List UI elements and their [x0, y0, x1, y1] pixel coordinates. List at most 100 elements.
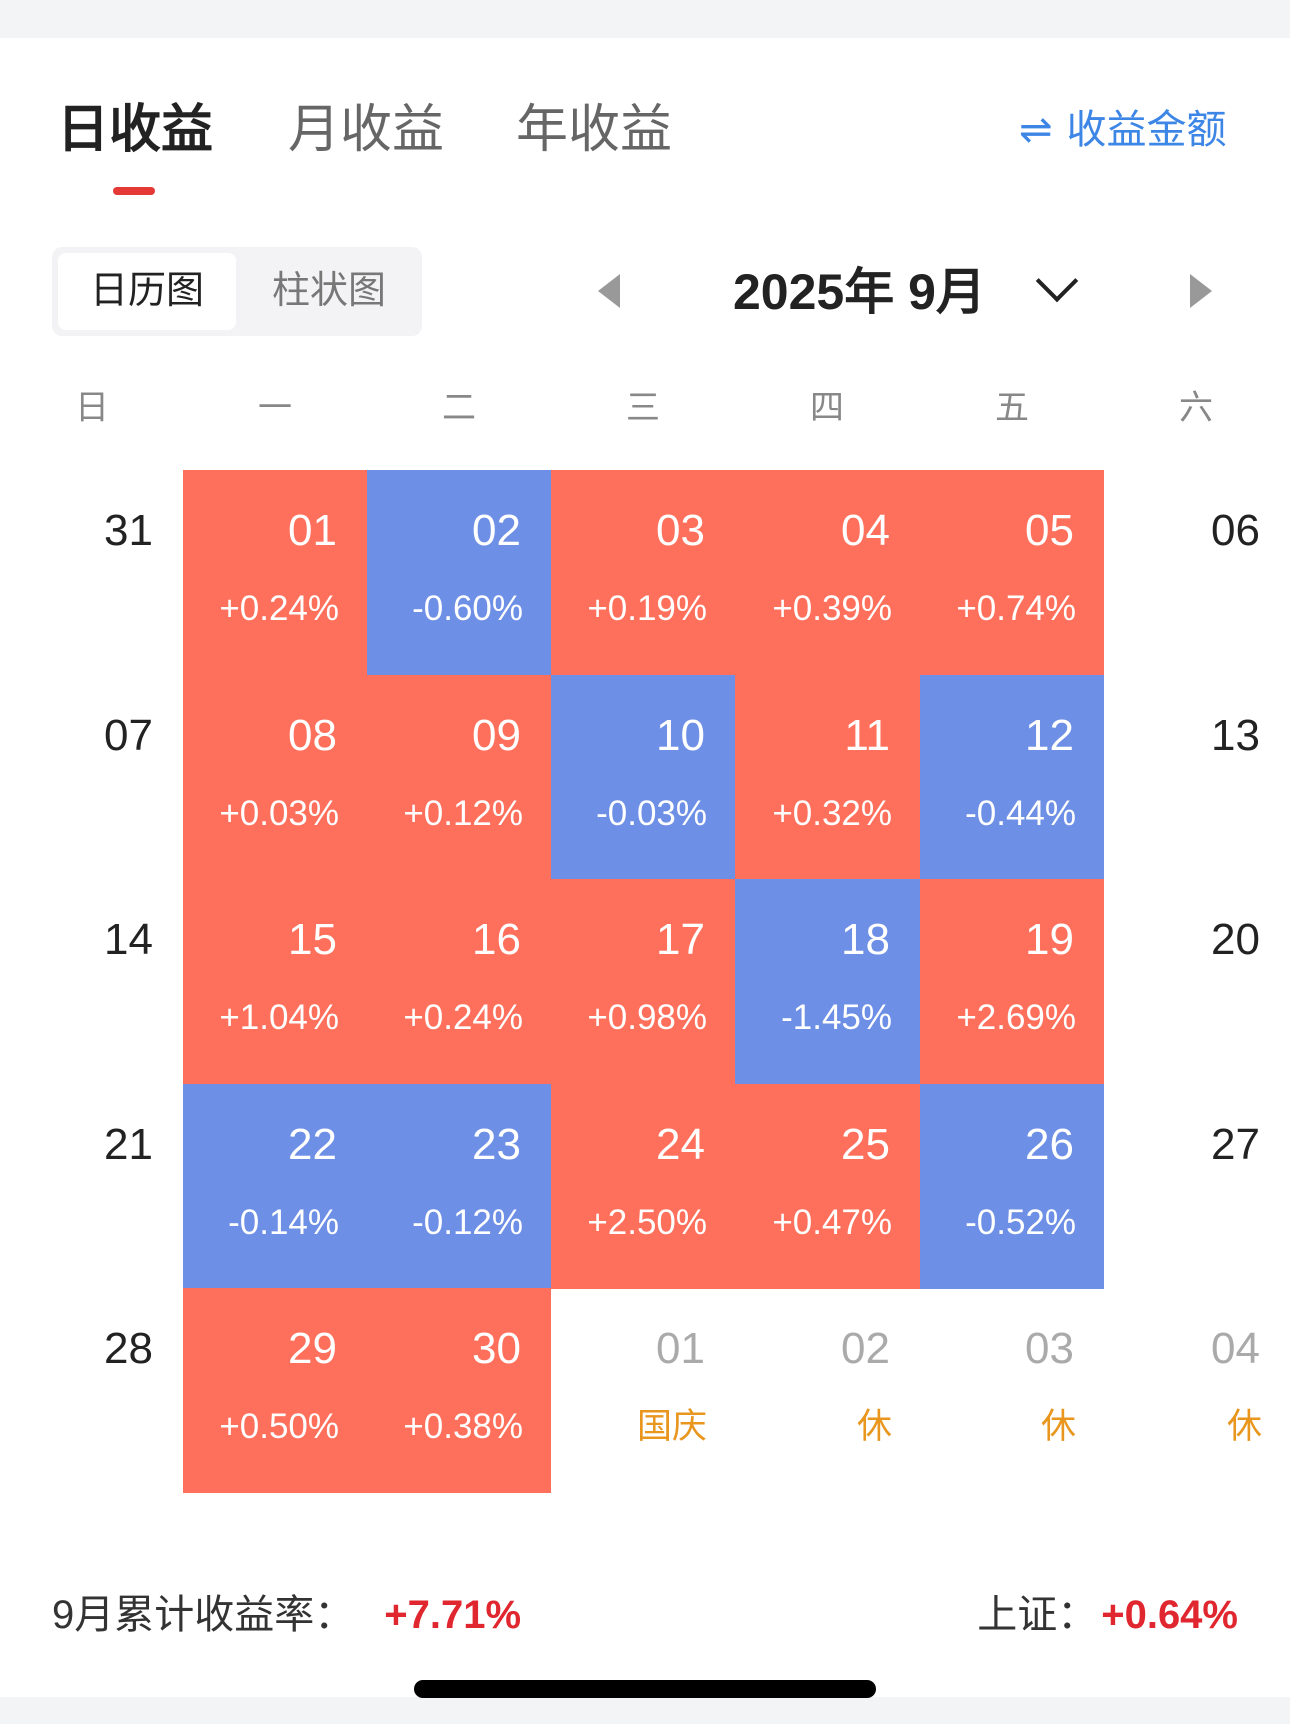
calendar-day-cell[interactable]: 21	[0, 1084, 183, 1289]
switch-link-label: 收益金额	[1066, 108, 1227, 152]
status-bar-area	[0, 0, 1290, 38]
daily-return: +0.24%	[219, 589, 339, 628]
day-number: 05	[1025, 506, 1074, 555]
daily-return: +0.50%	[219, 1407, 339, 1447]
next-month-icon[interactable]	[1190, 274, 1212, 308]
switch-to-amount-button[interactable]: ⇌ 收益金额	[1019, 104, 1227, 156]
active-tab-indicator	[113, 187, 155, 195]
daily-return: -0.44%	[965, 793, 1076, 833]
day-number: 01	[288, 506, 337, 555]
daily-return: +2.69%	[956, 998, 1076, 1038]
calendar-day-cell[interactable]: 11 +0.32%	[735, 674, 920, 880]
chevron-down-icon[interactable]	[1035, 259, 1079, 303]
calendar-day-cell[interactable]: 24 +2.50%	[551, 1083, 735, 1289]
day-number: 13	[1211, 710, 1260, 760]
day-number: 12	[1025, 710, 1074, 760]
calendar-day-cell[interactable]: 10 -0.03%	[551, 674, 735, 880]
calendar-day-cell[interactable]: 30 +0.38%	[367, 1288, 551, 1494]
day-number: 29	[288, 1324, 337, 1374]
calendar-day-cell[interactable]: 03 休	[920, 1288, 1104, 1493]
calendar-day-cell[interactable]: 22 -0.14%	[183, 1083, 367, 1289]
calendar-day-cell[interactable]: 07	[0, 675, 183, 880]
calendar-day-cell[interactable]: 19 +2.69%	[920, 879, 1104, 1085]
daily-return: +0.32%	[772, 793, 892, 833]
day-number: 04	[841, 506, 890, 555]
calendar-day-cell[interactable]: 28	[0, 1288, 183, 1493]
daily-return: -0.60%	[412, 589, 523, 628]
day-number: 14	[104, 915, 153, 965]
calendar-day-cell[interactable]: 04 休	[1104, 1288, 1290, 1493]
day-number: 17	[656, 915, 705, 965]
calendar-day-cell[interactable]: 29 +0.50%	[183, 1288, 367, 1494]
calendar-day-cell[interactable]: 08 +0.03%	[183, 674, 367, 880]
daily-return: -0.14%	[228, 1202, 339, 1242]
calendar-day-cell[interactable]: 01 国庆	[551, 1288, 735, 1493]
index-return-value: +0.64%	[1101, 1593, 1238, 1637]
calendar-day-cell[interactable]: 14	[0, 879, 183, 1084]
view-toggle: 日历图 柱状图	[52, 247, 422, 336]
day-number: 21	[104, 1119, 153, 1169]
calendar-day-cell[interactable]: 04 +0.39%	[735, 470, 920, 675]
daily-return: +0.12%	[403, 793, 523, 833]
day-number: 24	[656, 1119, 705, 1169]
calendar-day-cell[interactable]: 06	[1104, 470, 1290, 675]
daily-return: -0.52%	[965, 1202, 1076, 1242]
daily-return: +0.19%	[587, 589, 707, 628]
day-number: 08	[288, 710, 337, 760]
index-return-label: 上证：	[977, 1593, 1098, 1637]
day-number: 26	[1025, 1119, 1074, 1169]
calendar-day-cell[interactable]: 17 +0.98%	[551, 879, 735, 1085]
calendar-day-cell[interactable]: 09 +0.12%	[367, 674, 551, 880]
day-number: 04	[1211, 1324, 1260, 1374]
prev-month-icon[interactable]	[598, 274, 620, 308]
tab-daily-returns[interactable]: 日收益	[57, 101, 214, 159]
view-bar-chart-button[interactable]: 柱状图	[271, 270, 386, 312]
holiday-label: 休	[1040, 1407, 1076, 1447]
month-title[interactable]: 2025年 9月	[733, 264, 986, 320]
index-return: 上证： +0.64%	[977, 1590, 1238, 1640]
day-number: 09	[472, 710, 521, 760]
day-number: 06	[1211, 506, 1260, 555]
weekday-label: 三	[626, 389, 660, 427]
calendar-day-cell[interactable]: 23 -0.12%	[367, 1083, 551, 1289]
calendar-day-cell[interactable]: 12 -0.44%	[920, 674, 1104, 880]
calendar-day-cell[interactable]: 03 +0.19%	[551, 470, 735, 675]
calendar-day-cell[interactable]: 02 休	[735, 1288, 920, 1493]
weekday-label: 六	[1179, 389, 1213, 427]
calendar-day-cell[interactable]: 20	[1104, 879, 1290, 1084]
daily-return: +1.04%	[219, 998, 339, 1038]
tab-monthly-returns[interactable]: 月收益	[288, 101, 445, 159]
calendar-day-cell[interactable]: 25 +0.47%	[735, 1083, 920, 1289]
day-number: 22	[288, 1119, 337, 1169]
day-number: 16	[472, 915, 521, 965]
daily-return: -0.03%	[596, 793, 707, 833]
calendar-day-cell[interactable]: 02 -0.60%	[367, 470, 551, 675]
weekday-label: 二	[442, 389, 476, 427]
day-number: 03	[1025, 1324, 1074, 1374]
calendar-day-cell[interactable]: 16 +0.24%	[367, 879, 551, 1085]
holiday-label: 休	[1226, 1407, 1262, 1447]
tab-yearly-returns[interactable]: 年收益	[516, 101, 673, 159]
calendar-day-cell[interactable]: 13	[1104, 675, 1290, 880]
day-number: 01	[656, 1324, 705, 1374]
calendar-day-cell[interactable]: 05 +0.74%	[920, 470, 1104, 675]
daily-return: +0.03%	[219, 793, 339, 833]
day-number: 03	[656, 506, 705, 555]
cumulative-return-value: +7.71%	[384, 1593, 522, 1637]
swap-arrows-icon: ⇌	[1019, 108, 1053, 152]
weekday-label: 一	[258, 389, 292, 427]
weekday-label: 四	[810, 389, 844, 427]
home-indicator[interactable]	[414, 1680, 876, 1698]
calendar-day-cell[interactable]: 27	[1104, 1084, 1290, 1289]
calendar-day-cell[interactable]: 18 -1.45%	[735, 879, 920, 1085]
daily-return: +0.24%	[403, 998, 523, 1038]
daily-return: +0.98%	[587, 998, 707, 1038]
day-number: 11	[844, 710, 890, 760]
calendar-day-cell[interactable]: 31	[0, 470, 183, 675]
calendar-day-cell[interactable]: 26 -0.52%	[920, 1083, 1104, 1289]
day-number: 07	[104, 710, 153, 760]
calendar-day-cell[interactable]: 01 +0.24%	[183, 470, 367, 675]
calendar-day-cell[interactable]: 15 +1.04%	[183, 879, 367, 1085]
bottom-area	[0, 1697, 1290, 1724]
view-calendar-button[interactable]: 日历图	[58, 253, 236, 330]
